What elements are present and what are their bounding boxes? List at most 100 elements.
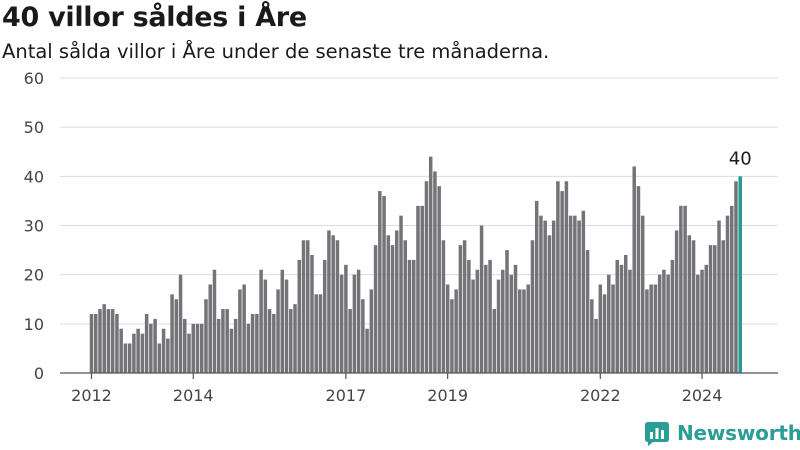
bar xyxy=(428,156,433,373)
bar xyxy=(513,264,518,373)
bar xyxy=(174,299,179,373)
bar xyxy=(127,343,132,373)
chart-title: 40 villor såldes i Åre xyxy=(2,2,307,33)
bar xyxy=(424,181,429,373)
bar xyxy=(539,215,543,373)
bar xyxy=(551,220,556,373)
bar xyxy=(534,200,539,373)
bar xyxy=(450,299,454,373)
bar xyxy=(734,181,738,373)
bar xyxy=(623,255,628,373)
bar xyxy=(284,279,289,373)
bar xyxy=(479,225,484,373)
y-tick-label: 10 xyxy=(24,315,44,334)
bar xyxy=(390,245,395,373)
bar xyxy=(649,284,653,373)
bar xyxy=(467,259,471,373)
bar xyxy=(89,314,94,373)
bar xyxy=(178,274,183,373)
bar xyxy=(708,245,713,373)
bar xyxy=(305,240,310,373)
bar xyxy=(327,230,331,373)
x-tick-label: 2024 xyxy=(682,386,723,405)
bar xyxy=(119,328,123,373)
bar xyxy=(411,259,416,373)
newsworthy-logo-icon xyxy=(645,422,669,446)
bar xyxy=(713,245,717,373)
x-tick-label: 2019 xyxy=(427,386,468,405)
bar xyxy=(183,318,187,373)
bar xyxy=(721,240,726,373)
bar xyxy=(267,309,272,373)
bar xyxy=(666,274,670,373)
bar xyxy=(399,215,403,373)
bar xyxy=(106,309,111,373)
bar xyxy=(581,210,586,373)
bar xyxy=(729,205,734,373)
bar xyxy=(153,318,157,373)
bar xyxy=(250,314,255,373)
bar xyxy=(657,274,662,373)
bar xyxy=(356,269,361,373)
bar xyxy=(543,220,547,373)
bar xyxy=(445,284,450,373)
bar xyxy=(488,259,492,373)
bar xyxy=(297,259,302,373)
bar xyxy=(462,240,467,373)
bar xyxy=(212,269,217,373)
bar xyxy=(242,284,246,373)
x-tick-label: 2022 xyxy=(580,386,621,405)
bar xyxy=(187,333,191,373)
bar xyxy=(199,323,204,373)
bar xyxy=(276,289,280,373)
bar xyxy=(272,314,276,373)
bar xyxy=(123,343,128,373)
bar xyxy=(484,264,488,373)
bar xyxy=(717,220,721,373)
bar xyxy=(280,269,285,373)
bar xyxy=(293,304,297,373)
bar xyxy=(433,171,437,373)
brand-logo: Newsworthy xyxy=(644,420,800,446)
bar xyxy=(475,269,480,373)
bar xyxy=(246,323,251,373)
bar xyxy=(318,294,323,373)
chart-subtitle: Antal sålda villor i Åre under de senast… xyxy=(2,40,550,63)
bar xyxy=(204,299,208,373)
bar xyxy=(233,318,238,373)
bar xyxy=(420,205,424,373)
bar xyxy=(335,240,340,373)
y-tick-label: 60 xyxy=(24,69,44,88)
bar xyxy=(598,284,603,373)
y-tick-label: 50 xyxy=(24,118,44,137)
bar xyxy=(331,235,335,373)
bar xyxy=(564,181,569,373)
bar xyxy=(437,186,441,373)
bar xyxy=(522,289,526,373)
bar xyxy=(301,240,306,373)
bar xyxy=(573,215,577,373)
bar xyxy=(607,274,611,373)
highlight-value-label: 40 xyxy=(729,148,752,169)
bar xyxy=(700,269,704,373)
bar xyxy=(195,323,200,373)
y-tick-label: 30 xyxy=(24,217,44,236)
bar xyxy=(361,299,365,373)
bar xyxy=(602,294,607,373)
highlight-bar xyxy=(738,176,742,373)
bar xyxy=(166,338,170,373)
bar xyxy=(501,269,505,373)
bar xyxy=(352,274,357,373)
bar xyxy=(225,309,229,373)
bar xyxy=(136,328,140,373)
brand-name: Newsworthy xyxy=(677,421,800,445)
bar xyxy=(110,309,115,373)
bar xyxy=(365,328,369,373)
bar xyxy=(191,323,196,373)
bar xyxy=(221,309,225,373)
bar xyxy=(594,318,598,373)
bar xyxy=(492,309,497,373)
bar xyxy=(687,235,692,373)
bar xyxy=(632,166,636,373)
bar xyxy=(556,181,560,373)
